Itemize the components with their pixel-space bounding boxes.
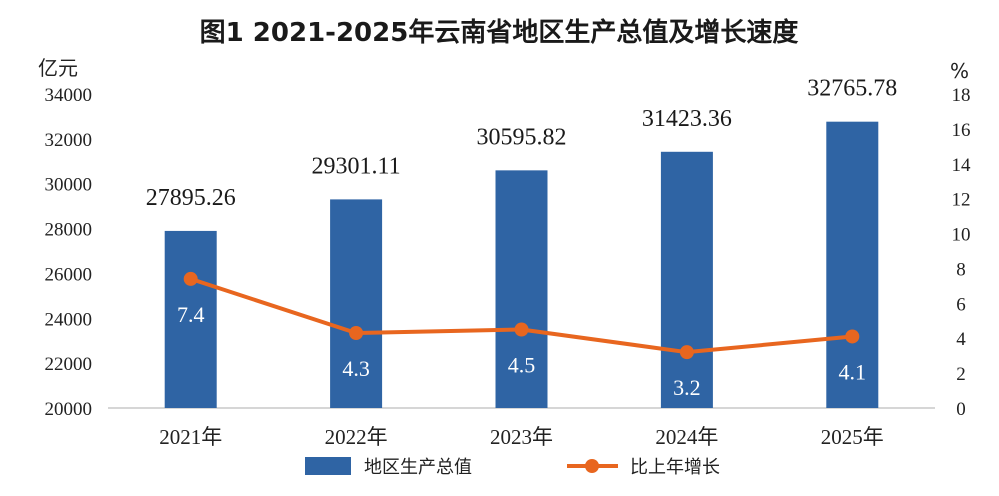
line-series xyxy=(183,271,860,360)
right-axis-ticks: 0 2 4 6 8 10 12 14 16 18 xyxy=(952,85,972,420)
category-labels: 2021年 2022年 2023年 2024年 2025年 xyxy=(159,425,884,449)
right-tick-label: 12 xyxy=(952,190,971,211)
right-tick-label: 6 xyxy=(956,294,966,315)
right-tick-label: 8 xyxy=(956,259,966,280)
right-tick-label: 14 xyxy=(952,155,972,176)
left-axis-ticks: 20000 22000 24000 26000 28000 30000 32000 34000 xyxy=(45,85,93,420)
bar xyxy=(826,121,879,408)
bar xyxy=(495,170,548,408)
left-tick-label: 34000 xyxy=(45,85,93,106)
bar-value-label: 29301.11 xyxy=(312,153,401,179)
right-tick-label: 16 xyxy=(952,120,971,141)
growth-point xyxy=(183,271,198,286)
left-tick-label: 32000 xyxy=(45,130,93,151)
category-label: 2023年 xyxy=(490,425,553,449)
category-label: 2021年 xyxy=(159,425,222,449)
right-axis-unit: % xyxy=(950,59,969,83)
bar-value-label: 27895.26 xyxy=(146,185,236,211)
rate-value-label: 4.3 xyxy=(342,356,370,381)
bar-value-labels: 27895.26 29301.11 30595.82 31423.36 32765.78 xyxy=(146,76,898,211)
rate-value-label: 3.2 xyxy=(673,375,701,400)
category-label: 2024年 xyxy=(655,425,718,449)
left-tick-label: 20000 xyxy=(45,399,93,420)
category-label: 2022年 xyxy=(325,425,388,449)
left-tick-label: 30000 xyxy=(45,175,93,196)
bar-value-label: 32765.78 xyxy=(807,76,897,102)
rate-value-labels: 7.4 4.3 4.5 3.2 4.1 xyxy=(177,302,866,400)
left-tick-label: 24000 xyxy=(45,309,93,330)
legend-bar-swatch xyxy=(305,457,351,475)
left-tick-label: 26000 xyxy=(45,264,93,285)
left-tick-label: 22000 xyxy=(45,354,93,375)
legend: 地区生产总值 比上年增长 xyxy=(305,457,720,478)
right-tick-label: 0 xyxy=(956,399,966,420)
legend-bar-label: 地区生产总值 xyxy=(364,457,472,478)
chart-title: 图1 2021-2025年云南省地区生产总值及增长速度 xyxy=(200,17,799,48)
growth-point xyxy=(679,345,694,360)
growth-point xyxy=(349,325,364,340)
growth-point xyxy=(514,322,529,337)
left-axis-unit: 亿元 xyxy=(38,56,78,80)
rate-value-label: 4.1 xyxy=(839,359,867,384)
bar xyxy=(164,230,217,408)
bar-value-label: 31423.36 xyxy=(642,106,732,132)
right-tick-label: 10 xyxy=(952,225,971,246)
legend-line-label: 比上年增长 xyxy=(630,457,720,478)
right-tick-label: 18 xyxy=(952,85,971,106)
legend-line-marker xyxy=(585,459,599,473)
category-label: 2025年 xyxy=(821,425,884,449)
bar-value-label: 30595.82 xyxy=(477,124,567,150)
right-tick-label: 4 xyxy=(956,329,966,350)
left-tick-label: 28000 xyxy=(45,220,93,241)
right-tick-label: 2 xyxy=(956,364,966,385)
rate-value-label: 7.4 xyxy=(177,302,205,327)
bar-series xyxy=(164,121,879,409)
growth-point xyxy=(845,329,860,344)
rate-value-label: 4.5 xyxy=(508,353,536,378)
bar xyxy=(330,199,383,408)
bar xyxy=(660,151,713,409)
